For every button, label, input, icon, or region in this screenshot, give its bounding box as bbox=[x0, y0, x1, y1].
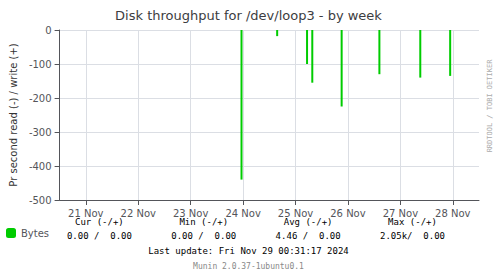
svg-text:24 Nov: 24 Nov bbox=[225, 208, 261, 219]
svg-text:Max (-/+): Max (-/+) bbox=[388, 217, 437, 227]
svg-text:-400: -400 bbox=[29, 161, 52, 172]
svg-text:Munin 2.0.37-1ubuntu0.1: Munin 2.0.37-1ubuntu0.1 bbox=[193, 262, 304, 271]
svg-text:25 Nov: 25 Nov bbox=[278, 208, 314, 219]
svg-text:2.05k/ 0.00: 2.05k/ 0.00 bbox=[380, 231, 445, 241]
svg-text:28 Nov: 28 Nov bbox=[435, 208, 471, 219]
svg-text:RRDTOOL / TOBI OETIKER: RRDTOOL / TOBI OETIKER bbox=[486, 59, 494, 153]
svg-text:-200: -200 bbox=[29, 93, 52, 104]
svg-text:Bytes: Bytes bbox=[21, 228, 49, 239]
svg-text:Min (-/+): Min (-/+) bbox=[179, 217, 228, 227]
svg-text:0.00 / 0.00: 0.00 / 0.00 bbox=[67, 231, 132, 241]
svg-text:27 Nov: 27 Nov bbox=[383, 208, 419, 219]
svg-text:Last update: Fri Nov 29 00:31:: Last update: Fri Nov 29 00:31:17 2024 bbox=[148, 246, 348, 256]
svg-text:0.00 / 0.00: 0.00 / 0.00 bbox=[171, 231, 236, 241]
svg-text:21 Nov: 21 Nov bbox=[68, 208, 104, 219]
svg-text:23 Nov: 23 Nov bbox=[173, 208, 209, 219]
svg-text:-100: -100 bbox=[29, 59, 52, 70]
svg-text:4.46 / 0.00: 4.46 / 0.00 bbox=[276, 231, 341, 241]
svg-text:-500: -500 bbox=[29, 195, 52, 206]
svg-text:Cur (-/+): Cur (-/+) bbox=[75, 217, 124, 227]
svg-text:Disk throughput for /dev/loop3: Disk throughput for /dev/loop3 - by week bbox=[115, 8, 382, 23]
svg-text:-300: -300 bbox=[29, 127, 52, 138]
svg-text:Avg (-/+): Avg (-/+) bbox=[284, 217, 333, 227]
svg-text:Pr second read (-) / write (+): Pr second read (-) / write (+) bbox=[8, 43, 19, 186]
svg-text:22 Nov: 22 Nov bbox=[121, 208, 157, 219]
svg-text:0: 0 bbox=[45, 25, 51, 36]
svg-text:26 Nov: 26 Nov bbox=[330, 208, 366, 219]
